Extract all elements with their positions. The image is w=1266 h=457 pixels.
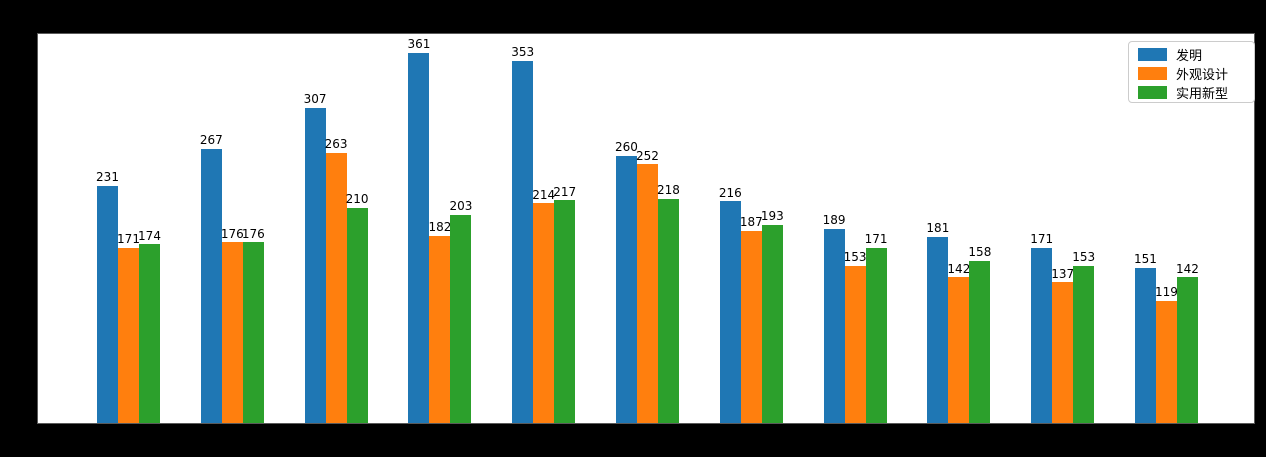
plot-area: 231 171 174 267 176 176 307 263 210 361 182 203 353 2…	[37, 33, 1255, 424]
bar-value-label: 216	[718, 185, 742, 200]
bar-value-label: 153	[843, 250, 867, 265]
bar: 182	[428, 221, 451, 423]
bar-value-label: 171	[864, 231, 888, 246]
bar-value-label: 203	[449, 198, 473, 213]
bar-value-label: 176	[241, 226, 265, 241]
bar-value-label: 142	[1176, 261, 1199, 276]
bar-group: 181 142 158	[926, 34, 991, 423]
bar-value-label: 182	[428, 220, 452, 235]
bar-value-label: 171	[117, 231, 140, 246]
bar-value-label: 119	[1155, 285, 1178, 300]
bar: 361	[407, 37, 430, 423]
bar-group: 151 119 142	[1134, 34, 1199, 423]
bar-value-label: 210	[345, 191, 369, 206]
bar-value-label: 189	[822, 213, 846, 228]
bar: 216	[719, 186, 742, 423]
legend-swatch-series-3	[1138, 86, 1167, 99]
bar: 263	[325, 138, 348, 423]
bar-group: 189 153 171	[823, 34, 888, 423]
bar: 231	[96, 170, 119, 423]
bar: 307	[304, 92, 327, 423]
legend-item: 实用新型	[1138, 83, 1245, 102]
bar-value-label: 214	[532, 187, 556, 202]
bar: 218	[657, 184, 680, 423]
bar-value-label: 151	[1134, 252, 1157, 267]
bar: 171	[1030, 232, 1053, 423]
bar-group: 171 137 153	[1030, 34, 1095, 423]
bar: 153	[1072, 250, 1095, 423]
bar: 193	[761, 209, 784, 423]
bar-value-label: 307	[303, 92, 327, 107]
bar: 187	[740, 216, 763, 423]
bar: 137	[1051, 267, 1074, 423]
bar-group: 231 171 174	[96, 34, 161, 423]
bar-value-label: 267	[199, 133, 223, 148]
bar-value-label: 252	[636, 148, 659, 163]
bar-value-label: 260	[615, 140, 638, 155]
legend-label: 实用新型	[1176, 87, 1229, 102]
legend-label: 外观设计	[1176, 68, 1229, 83]
bar: 171	[865, 232, 888, 423]
bar: 260	[615, 141, 638, 423]
bar: 252	[636, 149, 659, 423]
bar-value-label: 137	[1051, 266, 1075, 281]
bar-group: 260 252 218	[615, 34, 680, 423]
bar-group: 307 263 210	[304, 34, 369, 423]
bar-value-label: 153	[1072, 250, 1096, 265]
bar: 158	[968, 245, 991, 423]
bar-value-label: 181	[926, 221, 950, 236]
bar-value-label: 217	[553, 184, 577, 199]
legend-item: 发明	[1138, 45, 1245, 64]
bar: 142	[1176, 262, 1199, 423]
bar: 214	[532, 188, 555, 423]
bar-value-label: 142	[947, 261, 971, 276]
bars-row: 231 171 174 267 176 176 307 263 210 361 182 203 353 2…	[38, 34, 1254, 423]
bar-value-label: 218	[657, 183, 680, 198]
bar: 189	[823, 213, 846, 423]
bar: 153	[844, 250, 867, 423]
legend: 发明 外观设计 实用新型	[1128, 41, 1255, 103]
bar: 267	[200, 133, 223, 423]
bar: 181	[926, 222, 949, 423]
bar: 353	[511, 45, 534, 423]
bar: 142	[947, 262, 970, 423]
bar-value-label: 353	[511, 44, 535, 59]
bar: 203	[449, 199, 472, 423]
legend-swatch-series-2	[1138, 67, 1167, 80]
bar-value-label: 176	[220, 226, 244, 241]
bar-value-label: 187	[739, 215, 763, 230]
bar-group: 216 187 193	[719, 34, 784, 423]
bar: 171	[117, 232, 140, 423]
bar-value-label: 231	[96, 170, 119, 185]
legend-item: 外观设计	[1138, 64, 1245, 83]
bar: 217	[553, 185, 576, 423]
legend-swatch-series-1	[1138, 48, 1167, 61]
bar-group: 361 182 203	[407, 34, 472, 423]
bar-value-label: 158	[968, 245, 992, 260]
bar: 210	[346, 192, 369, 423]
bar-value-label: 193	[760, 209, 784, 224]
bar-group: 267 176 176	[200, 34, 265, 423]
bar-group: 353 214 217	[511, 34, 576, 423]
bar: 151	[1134, 252, 1157, 423]
bar-value-label: 263	[324, 137, 348, 152]
bar: 176	[242, 227, 265, 423]
bar-value-label: 171	[1030, 231, 1054, 246]
bar: 174	[138, 229, 161, 423]
bar: 119	[1155, 285, 1178, 423]
bar: 176	[221, 227, 244, 423]
legend-label: 发明	[1176, 49, 1203, 64]
bar-value-label: 361	[407, 36, 431, 51]
bar-value-label: 174	[138, 228, 161, 243]
